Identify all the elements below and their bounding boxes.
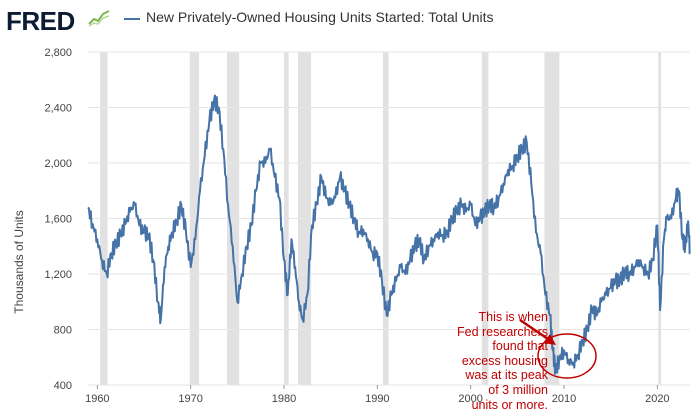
annotation-circle (537, 333, 597, 379)
series-line (87, 94, 691, 375)
x-tick-label: 2000 (458, 393, 482, 405)
chart-svg: 400 800 1,200 1,600 2,000 2,400 2,800 1960 1970… (44, 47, 691, 405)
y-tick-label: 400 (54, 380, 72, 392)
x-axis-ticks: 1960 1970 1980 1990 2000 2010 2020 (85, 385, 670, 405)
series-layer (87, 94, 691, 375)
y-tick-label: 800 (54, 325, 72, 337)
annotation-marks (519, 318, 597, 379)
y-axis-ticks: 400 800 1,200 1,600 2,000 2,400 2,800 (44, 47, 72, 392)
annotation-arrowhead (543, 334, 556, 345)
chart-area: 400 800 1,200 1,600 2,000 2,400 2,800 1960 1970… (0, 40, 698, 415)
grid-lines (88, 51, 690, 386)
x-tick-label: 1980 (272, 393, 296, 405)
chart-trend-icon (87, 8, 111, 28)
x-tick-label: 2020 (645, 393, 669, 405)
x-tick-label: 1990 (365, 393, 389, 405)
annotation-text: This is when Fed researchers found that … (456, 310, 548, 412)
fred-logo[interactable]: FRED (6, 6, 75, 36)
y-tick-label: 2,000 (44, 158, 72, 170)
legend-swatch (124, 18, 140, 20)
y-axis-label: Thousands of Units (12, 210, 26, 314)
chart-title: New Privately-Owned Housing Units Starte… (146, 9, 494, 25)
annotation-arrow (519, 318, 552, 343)
x-tick-label: 2010 (552, 393, 576, 405)
y-tick-label: 1,200 (44, 269, 72, 281)
y-tick-label: 1,600 (44, 214, 72, 226)
y-tick-label: 2,800 (44, 47, 72, 59)
x-tick-label: 1960 (85, 393, 109, 405)
x-tick-label: 1970 (178, 393, 202, 405)
y-tick-label: 2,400 (44, 103, 72, 115)
chart-header: FRED New Privately-Owned Housing Units S… (0, 0, 698, 40)
